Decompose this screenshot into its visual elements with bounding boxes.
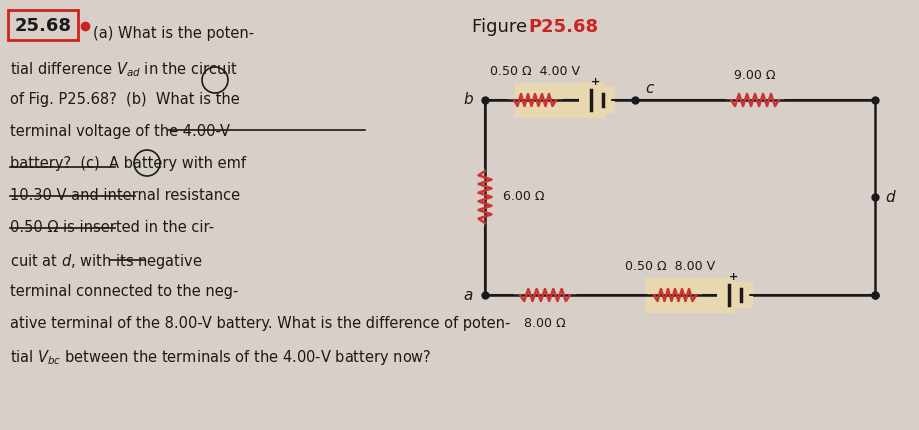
Text: a: a <box>463 288 472 302</box>
Text: of Fig. P25.68?  (b)  What is the: of Fig. P25.68? (b) What is the <box>10 92 240 107</box>
Text: cuit at $d$, with its negative: cuit at $d$, with its negative <box>10 252 202 271</box>
Text: 0.50 Ω is inserted in the cir-: 0.50 Ω is inserted in the cir- <box>10 220 214 235</box>
Text: 0.50 Ω  8.00 V: 0.50 Ω 8.00 V <box>624 260 714 273</box>
Text: 8.00 Ω: 8.00 Ω <box>524 317 565 330</box>
Text: ative terminal of the 8.00-V battery. What is the difference of poten-: ative terminal of the 8.00-V battery. Wh… <box>10 316 510 331</box>
Text: +: + <box>728 272 737 282</box>
Text: Figure: Figure <box>471 18 532 36</box>
Text: d: d <box>884 190 893 205</box>
Bar <box>515 83 605 117</box>
Text: +: + <box>590 77 599 87</box>
Text: terminal voltage of the 4.00-V: terminal voltage of the 4.00-V <box>10 124 230 139</box>
Text: 25.68: 25.68 <box>15 17 72 35</box>
Bar <box>716 282 752 308</box>
Text: tial difference $V_{ad}$ in the circuit: tial difference $V_{ad}$ in the circuit <box>10 60 237 79</box>
Text: 6.00 Ω: 6.00 Ω <box>503 190 544 203</box>
Bar <box>578 87 614 113</box>
Text: battery?  (c)  A battery with emf: battery? (c) A battery with emf <box>10 156 245 171</box>
Text: 0.50 Ω  4.00 V: 0.50 Ω 4.00 V <box>490 65 579 78</box>
Text: 9.00 Ω: 9.00 Ω <box>733 69 775 82</box>
Text: (a) What is the poten-: (a) What is the poten- <box>93 26 254 41</box>
Text: tial $V_{bc}$ between the terminals of the 4.00-V battery now?: tial $V_{bc}$ between the terminals of t… <box>10 348 431 367</box>
Bar <box>8 10 78 40</box>
Bar <box>644 277 734 313</box>
Text: P25.68: P25.68 <box>528 18 597 36</box>
Text: b: b <box>463 92 472 108</box>
Text: terminal connected to the neg-: terminal connected to the neg- <box>10 284 238 299</box>
Text: c: c <box>644 81 652 96</box>
Text: 10.30 V and internal resistance: 10.30 V and internal resistance <box>10 188 240 203</box>
